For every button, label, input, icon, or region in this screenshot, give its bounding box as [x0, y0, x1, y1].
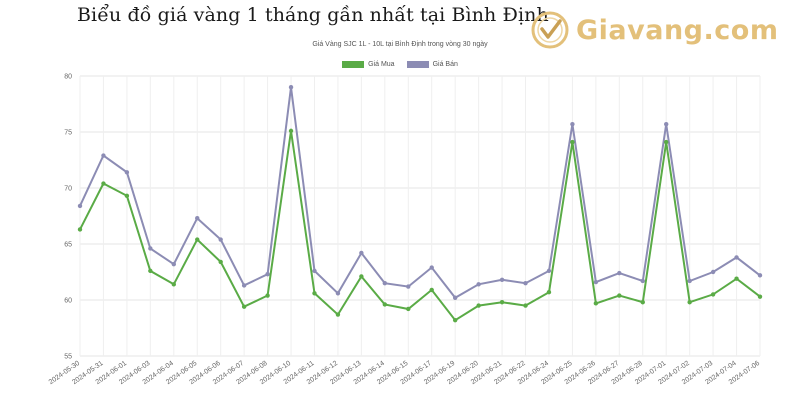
data-point[interactable]: [757, 273, 763, 278]
data-point[interactable]: [687, 278, 692, 284]
data-point[interactable]: [195, 237, 200, 242]
data-point[interactable]: [664, 121, 669, 127]
data-point[interactable]: [640, 300, 645, 305]
data-point[interactable]: [476, 282, 481, 287]
data-point[interactable]: [359, 250, 364, 256]
data-point[interactable]: [312, 291, 317, 296]
data-point[interactable]: [195, 216, 200, 221]
data-point[interactable]: [452, 295, 458, 300]
data-point[interactable]: [101, 153, 106, 158]
y-tick-label: 75: [64, 130, 72, 137]
data-point[interactable]: [335, 291, 341, 296]
legend-item-sell[interactable]: Giá Bán: [406, 61, 458, 68]
data-point[interactable]: [593, 279, 599, 285]
data-point[interactable]: [312, 268, 317, 274]
data-point[interactable]: [570, 139, 575, 145]
data-point[interactable]: [265, 272, 270, 277]
data-point[interactable]: [452, 317, 458, 323]
data-point[interactable]: [335, 312, 341, 317]
data-point[interactable]: [77, 227, 83, 232]
data-point[interactable]: [148, 268, 153, 274]
data-point[interactable]: [101, 181, 106, 186]
data-point[interactable]: [124, 170, 130, 175]
data-point[interactable]: [523, 281, 528, 286]
data-point[interactable]: [570, 121, 575, 127]
page-title: Biểu đồ giá vàng 1 tháng gần nhất tại Bì…: [77, 4, 549, 26]
data-point[interactable]: [359, 274, 364, 279]
y-tick-label: 55: [64, 354, 72, 361]
gold-coin-checkmark-icon: [531, 11, 569, 49]
legend-item-buy[interactable]: Giá Mua: [342, 61, 395, 68]
series-line: [79, 87, 761, 300]
y-tick-label: 65: [64, 242, 72, 249]
legend-label-buy: Giá Mua: [368, 61, 395, 68]
data-point[interactable]: [241, 283, 247, 288]
y-axis: 55 60 65 70 75 80: [64, 74, 72, 361]
data-point[interactable]: [429, 287, 434, 293]
data-point[interactable]: [617, 293, 622, 298]
legend-label-sell: Giá Bán: [432, 61, 458, 68]
x-axis: 2024-05-302024-05-312024-06-012024-06-03…: [48, 360, 761, 386]
data-point[interactable]: [77, 203, 83, 209]
data-point[interactable]: [171, 261, 176, 267]
legend-swatch-buy: [342, 61, 365, 68]
data-point[interactable]: [382, 302, 388, 307]
data-point[interactable]: [499, 300, 505, 305]
data-point[interactable]: [476, 303, 481, 308]
data-point[interactable]: [288, 128, 294, 134]
brand-name: Giavang.com: [576, 14, 779, 46]
chart-series: [77, 85, 763, 323]
data-point[interactable]: [218, 237, 223, 242]
data-point[interactable]: [124, 193, 130, 199]
brand-logo[interactable]: Giavang.com: [530, 10, 778, 50]
data-point[interactable]: [617, 270, 622, 276]
data-point[interactable]: [406, 306, 411, 312]
data-point[interactable]: [757, 294, 763, 299]
data-point[interactable]: [148, 246, 153, 251]
data-point[interactable]: [734, 276, 739, 281]
data-point[interactable]: [734, 255, 739, 260]
data-point[interactable]: [523, 303, 528, 308]
data-point[interactable]: [499, 277, 505, 283]
data-point[interactable]: [546, 289, 552, 295]
legend-swatch-sell: [406, 61, 429, 68]
data-point[interactable]: [640, 278, 645, 284]
data-point[interactable]: [288, 85, 294, 90]
data-point[interactable]: [710, 292, 716, 297]
data-point[interactable]: [241, 304, 247, 309]
y-tick-label: 80: [64, 74, 72, 81]
series-line: [79, 130, 761, 322]
y-tick-label: 70: [64, 186, 72, 193]
data-point[interactable]: [546, 268, 552, 274]
data-point[interactable]: [687, 300, 692, 305]
data-point[interactable]: [406, 284, 411, 289]
data-point[interactable]: [265, 293, 270, 298]
data-point[interactable]: [171, 282, 176, 287]
y-tick-label: 60: [64, 298, 72, 305]
chart-title: Giá Vàng SJC 1L - 10L tại Bình Định tron…: [312, 41, 488, 48]
data-point[interactable]: [664, 139, 669, 145]
chart-legend: Giá Mua Giá Bán: [0, 61, 800, 68]
data-point[interactable]: [382, 281, 388, 286]
chart-grid: [79, 75, 761, 357]
data-point[interactable]: [429, 265, 434, 270]
data-point[interactable]: [710, 269, 716, 275]
data-point[interactable]: [218, 259, 223, 265]
data-point[interactable]: [593, 301, 599, 306]
